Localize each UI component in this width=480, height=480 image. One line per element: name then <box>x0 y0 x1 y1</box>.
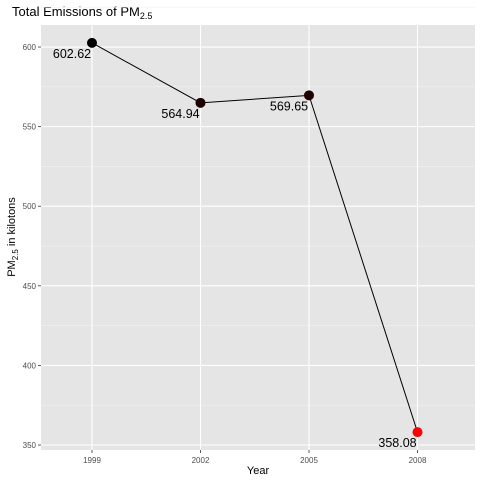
y-tick-label: 550 <box>23 123 37 132</box>
y-tick-label: 600 <box>23 43 37 52</box>
data-labels: 602.62 564.94 569.65 358.08 <box>53 47 417 450</box>
y-axis-title-tail: in kilotons <box>6 197 18 249</box>
grid-major <box>41 25 475 450</box>
data-points <box>86 37 423 438</box>
data-point <box>412 427 423 438</box>
x-axis: 1999 2002 2005 2008 <box>83 450 427 465</box>
y-axis-title-sub: 2.5 <box>11 249 20 261</box>
series-line <box>91 42 418 433</box>
y-tick-label: 450 <box>23 282 37 291</box>
y-tick-label: 500 <box>23 202 37 211</box>
chart-title-main: Total Emissions of PM <box>12 4 140 19</box>
series-line <box>91 42 418 433</box>
data-label: 358.08 <box>378 436 416 450</box>
data-point <box>195 97 206 108</box>
y-tick-label: 350 <box>23 441 37 450</box>
data-label: 564.94 <box>161 107 199 121</box>
y-axis: 350 400 450 500 550 600 <box>23 43 41 450</box>
data-label: 602.62 <box>53 47 91 61</box>
x-tick-label: 2005 <box>300 456 318 465</box>
data-label: 569.65 <box>270 99 308 113</box>
data-point <box>303 90 314 101</box>
grid-minor <box>41 6 475 406</box>
y-axis-title: PM2.5 in kilotons <box>6 197 20 277</box>
x-tick-label: 1999 <box>83 456 101 465</box>
data-point <box>86 37 97 48</box>
x-tick-label: 2008 <box>409 456 427 465</box>
plot-panel <box>41 25 475 450</box>
y-tick-label: 400 <box>23 361 37 370</box>
chart-title-sub: 2.5 <box>140 11 153 21</box>
y-axis-title-main: PM <box>6 260 18 277</box>
x-tick-label: 2002 <box>192 456 210 465</box>
chart-title: Total Emissions of PM2.5 <box>12 4 152 21</box>
x-axis-title: Year <box>247 465 270 477</box>
